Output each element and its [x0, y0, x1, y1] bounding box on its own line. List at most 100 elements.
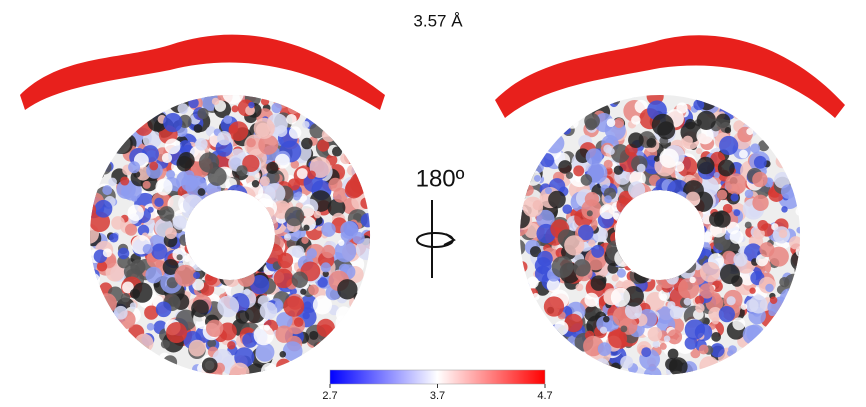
map-patch [643, 366, 662, 375]
map-patch [315, 341, 327, 353]
map-patch [666, 271, 679, 285]
map-patch [553, 320, 569, 336]
map-patch [681, 258, 697, 274]
map-patch [753, 155, 767, 169]
map-patch [165, 227, 177, 240]
map-patch [646, 95, 664, 105]
map-patch [744, 221, 752, 229]
map-patch [546, 278, 561, 293]
map-patch [312, 295, 333, 315]
map-patch [667, 329, 683, 345]
map-patch [108, 177, 117, 187]
map-patch [307, 170, 316, 180]
map-patch [752, 194, 769, 212]
map-patch [730, 193, 739, 202]
map-patch [564, 235, 585, 256]
map-patch [233, 272, 241, 280]
map-patch [585, 148, 603, 166]
map-patch [328, 177, 343, 192]
map-patch [575, 283, 584, 292]
map-patch [684, 336, 698, 350]
map-patch [752, 171, 768, 188]
map-patch [275, 125, 288, 137]
map-patch [755, 253, 769, 267]
map-patch [146, 323, 155, 331]
map-patch [722, 203, 733, 214]
map-patch [610, 362, 621, 373]
map-patch [742, 325, 763, 345]
map-patch [607, 147, 615, 155]
map-patch [780, 184, 796, 199]
map-patch [213, 268, 225, 279]
map-patch [151, 243, 168, 260]
map-patch [183, 170, 195, 182]
map-patch [286, 113, 297, 125]
map-patch [163, 355, 178, 370]
map-patch [690, 244, 706, 261]
map-patch [195, 138, 208, 151]
map-patch [131, 195, 138, 202]
map-patch [610, 287, 631, 307]
map-patch [253, 325, 274, 346]
map-patch [327, 198, 346, 217]
map-patch [633, 267, 650, 284]
map-patch [245, 105, 255, 116]
map-patch [129, 302, 137, 310]
map-patch [779, 288, 800, 309]
map-patch [229, 362, 250, 376]
map-patch [283, 233, 292, 241]
map-patch [90, 202, 97, 218]
map-patch [693, 99, 705, 111]
map-patch [696, 127, 714, 145]
map-patch [584, 191, 600, 207]
map-patch [340, 221, 359, 239]
map-patch [142, 180, 151, 189]
map-patch [234, 347, 255, 368]
map-patch [331, 146, 343, 157]
map-patch [544, 187, 552, 195]
map-patch [340, 153, 352, 165]
map-patch [263, 324, 271, 331]
map-patch [248, 101, 255, 109]
map-patch [228, 121, 249, 141]
map-patch [628, 181, 646, 199]
map-patch [694, 218, 701, 225]
map-patch [236, 165, 248, 177]
map-patch [276, 312, 293, 329]
map-patch [291, 271, 308, 288]
map-patch [653, 155, 660, 162]
map-patch [334, 240, 357, 263]
map-patch [616, 197, 633, 214]
map-patch [620, 355, 634, 369]
map-patch [724, 233, 731, 240]
map-patch [273, 268, 294, 289]
map-patch [696, 110, 716, 130]
map-patch [217, 130, 232, 146]
map-patch [184, 243, 196, 254]
map-patch [197, 188, 206, 196]
map-patch [759, 242, 775, 258]
map-patch [217, 295, 240, 318]
map-patch [676, 102, 688, 114]
map-patch [246, 137, 256, 148]
map-patch [580, 174, 593, 186]
map-patch [719, 135, 739, 156]
map-patch [701, 231, 713, 243]
map-patch [164, 138, 181, 155]
map-patch [611, 274, 619, 282]
map-patch [694, 210, 704, 220]
map-patch [657, 121, 676, 140]
map-patch [109, 233, 119, 243]
map-patch [694, 295, 705, 305]
map-patch [725, 173, 747, 195]
map-patch [237, 269, 255, 287]
map-patch [769, 296, 778, 304]
map-patch [303, 224, 310, 231]
map-patch [636, 163, 646, 173]
map-patch [274, 153, 290, 169]
map-patch [277, 252, 294, 269]
map-patch [360, 213, 371, 228]
map-patch [258, 134, 279, 155]
map-patch [174, 264, 197, 287]
map-patch [521, 184, 534, 196]
